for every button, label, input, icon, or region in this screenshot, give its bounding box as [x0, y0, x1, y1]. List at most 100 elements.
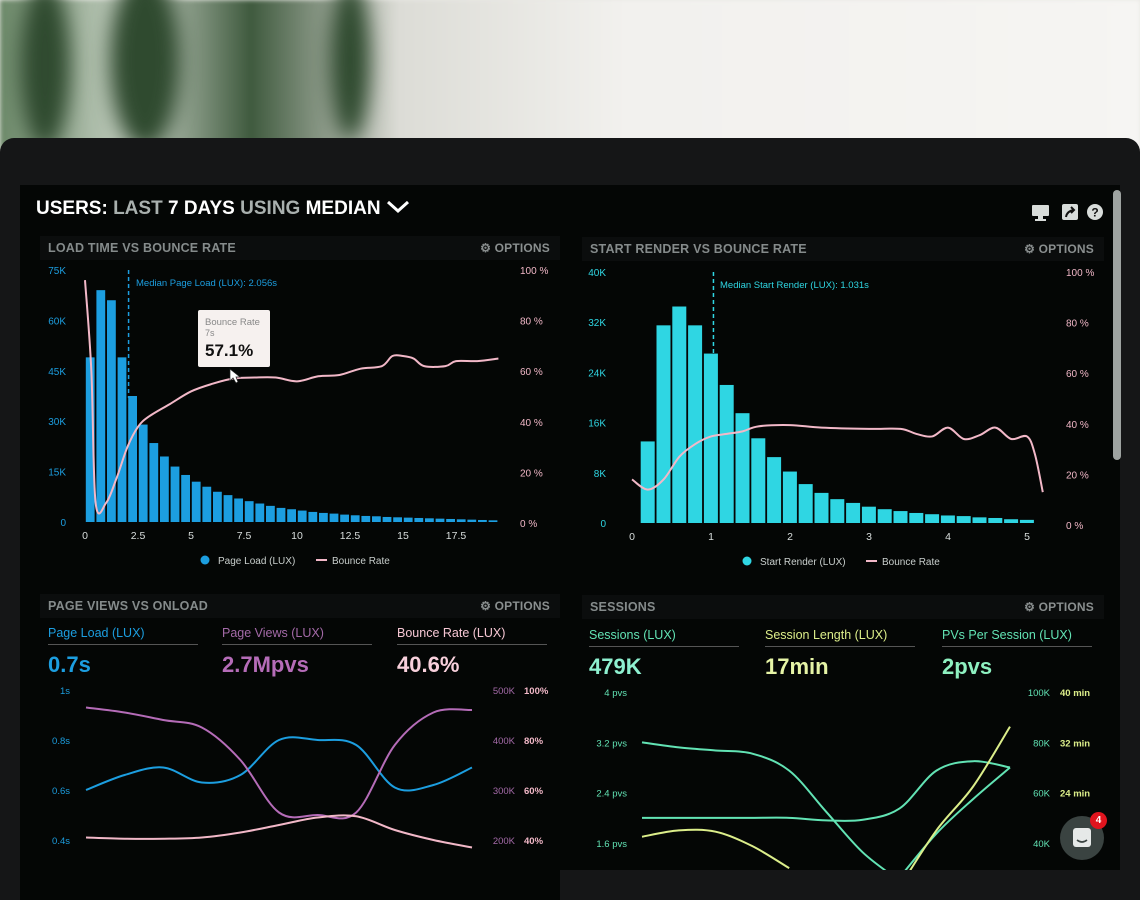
- median-label: Median Page Load (LUX): 2.056s: [136, 278, 277, 289]
- kpi-value: 2pvs: [942, 654, 993, 679]
- panel-header-sessions: SESSIONS ⚙ OPTIONS: [582, 595, 1104, 619]
- panel-header-page-views: PAGE VIEWS VS ONLOAD ⚙ OPTIONS: [40, 594, 560, 618]
- kpi-label: Sessions (LUX): [589, 628, 739, 647]
- help-icon[interactable]: ?: [1087, 204, 1103, 220]
- y2-tick-label: 100 %: [1066, 268, 1094, 279]
- panel-title: PAGE VIEWS VS ONLOAD: [48, 599, 209, 613]
- histogram-bar: [925, 514, 940, 523]
- histogram-bar: [861, 506, 876, 523]
- legend-marker: [200, 555, 210, 565]
- histogram-bar: [425, 518, 434, 522]
- y-tick-label: 1s: [60, 686, 70, 697]
- histogram-bar: [672, 306, 687, 523]
- y2-tick-label: 400K: [493, 736, 516, 747]
- histogram-bar: [656, 325, 671, 523]
- histogram-bar: [382, 516, 392, 522]
- y-tick-label: 4 pvs: [604, 688, 627, 699]
- histogram-bar: [170, 466, 180, 522]
- histogram-bar: [213, 491, 222, 522]
- options-button[interactable]: ⚙ OPTIONS: [480, 599, 550, 613]
- histogram-bar: [640, 441, 655, 523]
- y2-tick-label: 80K: [1033, 738, 1051, 749]
- options-button[interactable]: ⚙ OPTIONS: [1024, 242, 1094, 256]
- histogram-bar: [128, 396, 137, 522]
- options-button[interactable]: ⚙ OPTIONS: [1024, 600, 1094, 614]
- y-tick-label: 24K: [588, 368, 606, 379]
- histogram-bar: [319, 512, 328, 522]
- bounce-rate-line: [84, 280, 499, 515]
- y2-tick-label: 20 %: [520, 468, 543, 479]
- y-tick-label: 3.2 pvs: [596, 738, 627, 749]
- y2-tick-label: 40K: [1033, 839, 1051, 850]
- monitor-icon[interactable]: [1032, 205, 1049, 221]
- series-line: [641, 760, 1011, 822]
- chat-button[interactable]: 4: [1060, 812, 1107, 860]
- y-tick-label: 0: [600, 519, 606, 530]
- background-photo: [0, 0, 1140, 150]
- y2-tick-label: 20 %: [1066, 470, 1089, 481]
- y-tick-label: 0.6s: [52, 786, 70, 797]
- histogram-bar: [350, 515, 360, 522]
- y-tick-label: 75K: [48, 266, 66, 277]
- x-tick-label: 0: [82, 530, 88, 542]
- histogram-bar: [467, 519, 477, 522]
- histogram-bar: [488, 520, 498, 522]
- histogram-bar: [160, 456, 169, 522]
- histogram-bar: [181, 474, 190, 522]
- kpi-value: 40.6%: [397, 652, 460, 677]
- panel-header-start-render: START RENDER VS BOUNCE RATE ⚙ OPTIONS: [582, 237, 1104, 261]
- histogram-bar: [372, 516, 381, 522]
- header-icons: ?: [1032, 204, 1103, 221]
- y-tick-label: 30K: [48, 417, 66, 428]
- kpi-value: 17min: [765, 654, 829, 679]
- bounce-rate-line: [631, 424, 1044, 493]
- histogram-bar: [830, 499, 845, 523]
- title-word: LAST: [113, 198, 163, 219]
- histogram-bar: [287, 509, 296, 522]
- y-tick-label: 60K: [48, 316, 66, 327]
- histogram-bar: [361, 515, 371, 522]
- y-tick-label: 32K: [588, 318, 606, 329]
- chat-icon: [1073, 828, 1091, 847]
- x-tick-label: 12.5: [340, 530, 361, 542]
- kpi-value: 0.7s: [48, 652, 91, 677]
- y2-tick-label: 60 %: [520, 367, 543, 378]
- panel-title: START RENDER VS BOUNCE RATE: [590, 242, 807, 256]
- dashboard-screen: [20, 185, 1120, 900]
- x-tick-label: 15: [397, 530, 409, 542]
- histogram-bar: [688, 325, 703, 523]
- histogram-bar: [403, 517, 413, 522]
- title-word: USERS:: [36, 198, 108, 219]
- y2-tick-label: 80 %: [520, 317, 543, 328]
- chevron-down-icon[interactable]: [386, 200, 410, 214]
- panel-header-load-time: LOAD TIME VS BOUNCE RATE ⚙ OPTIONS: [40, 236, 560, 260]
- kpi-label: Page Views (LUX): [222, 626, 372, 645]
- histogram-bar: [297, 510, 307, 522]
- y2-tick-label: 500K: [493, 686, 516, 697]
- y-tick-label: 2.4 pvs: [596, 789, 627, 800]
- x-tick-label: 2: [787, 531, 793, 543]
- y2-tick-label: 100K: [1028, 688, 1051, 699]
- x-tick-label: 4: [945, 531, 951, 543]
- histogram-bar: [149, 443, 159, 522]
- median-label: Median Start Render (LUX): 1.031s: [720, 280, 869, 291]
- histogram-bar: [202, 486, 212, 522]
- kpi-label: Bounce Rate (LUX): [397, 626, 547, 645]
- histogram-bar: [1019, 519, 1034, 523]
- x-tick-label: 7.5: [237, 530, 252, 542]
- y3-tick-label: 32 min: [1060, 738, 1090, 749]
- y-tick-label: 8K: [594, 469, 607, 480]
- y3-tick-label: 40%: [524, 836, 544, 847]
- date-range-selector[interactable]: USERS: LAST 7 DAYS USING MEDIAN: [36, 198, 410, 220]
- y-tick-label: 15K: [48, 468, 66, 479]
- share-icon[interactable]: [1062, 204, 1078, 220]
- scrollbar[interactable]: [1113, 190, 1121, 460]
- series-line: [641, 828, 790, 870]
- y3-tick-label: 100%: [524, 686, 549, 697]
- options-button[interactable]: ⚙ OPTIONS: [480, 241, 550, 255]
- series-line: [85, 736, 473, 792]
- legend-label: Page Load (LUX): [218, 556, 295, 567]
- tooltip-value: 57.1%: [205, 341, 253, 360]
- y2-tick-label: 300K: [493, 786, 516, 797]
